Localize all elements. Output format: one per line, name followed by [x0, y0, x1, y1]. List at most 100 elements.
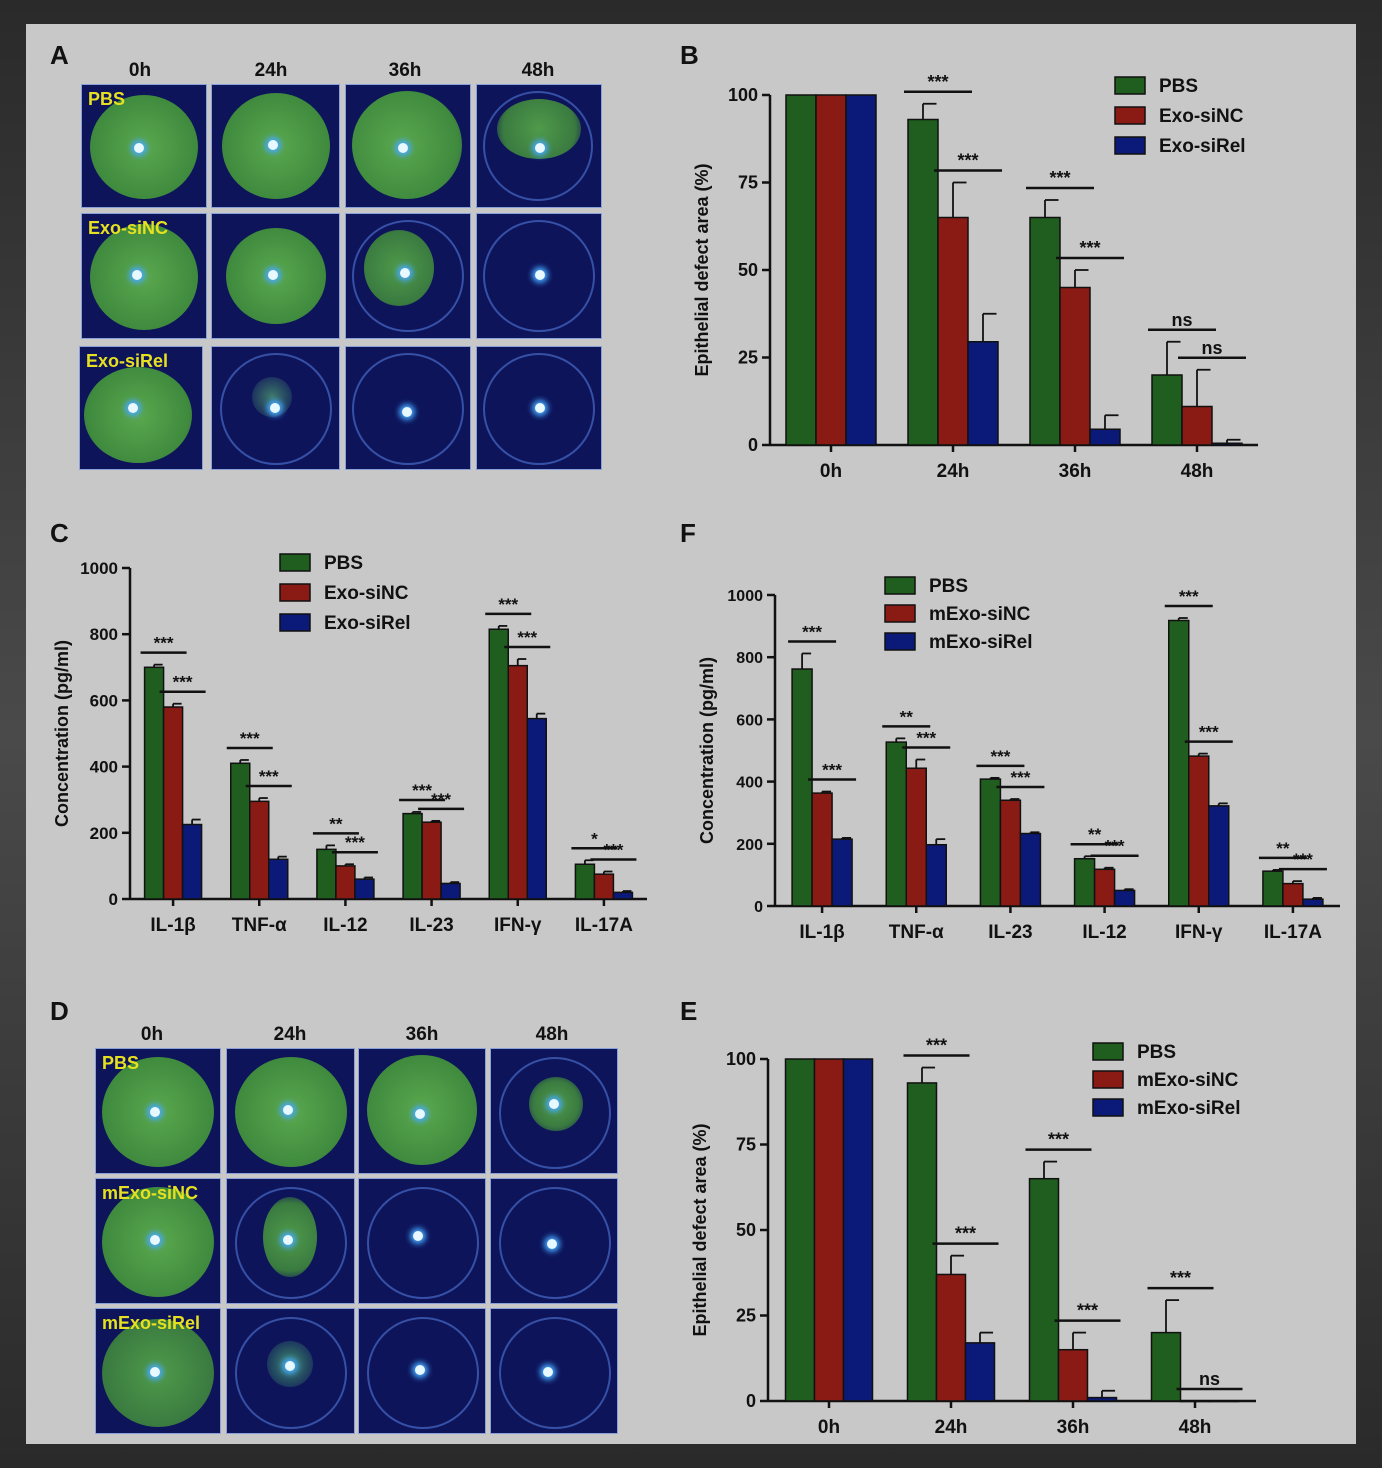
bar — [1168, 619, 1190, 907]
legend-swatch — [884, 632, 916, 651]
legend-swatch — [884, 576, 916, 595]
bar — [811, 792, 833, 907]
panel-label-a: A — [50, 40, 69, 70]
legend-label: mExo-siNC — [929, 604, 1031, 625]
significance-label: *** — [916, 729, 936, 748]
column-header: 48h — [535, 1024, 569, 1045]
significance-label: ** — [329, 814, 343, 833]
significance-label: *** — [927, 72, 948, 92]
significance-label: *** — [154, 634, 174, 653]
bar — [593, 873, 615, 900]
legend-label: PBS — [1159, 76, 1198, 97]
significance-label: *** — [1079, 238, 1100, 258]
bar — [1211, 442, 1243, 446]
bar — [1028, 1177, 1060, 1402]
legend-label: PBS — [929, 576, 968, 597]
panel-label-f: F — [680, 518, 696, 548]
column-header: 24h — [273, 1024, 307, 1045]
significance-label: *** — [1170, 1268, 1191, 1288]
column-header: 48h — [521, 60, 555, 81]
eye-photo — [358, 1178, 486, 1304]
legend-swatch — [279, 613, 311, 632]
bar — [964, 1342, 996, 1402]
chart-f: 0 200 400 600 800 1000 Concentration (pg/ml) IL… — [697, 576, 1340, 943]
y-tick-label: 25 — [736, 1306, 756, 1326]
y-tick-label: 400 — [736, 775, 763, 792]
bar — [162, 706, 184, 900]
bar — [907, 118, 939, 446]
bar — [906, 1082, 938, 1402]
significance-label: *** — [955, 1224, 976, 1244]
y-tick-label: 25 — [738, 348, 758, 368]
x-tick-label: IL-1β — [150, 915, 195, 936]
x-tick-label: IL-17A — [1264, 922, 1322, 943]
significance-label: ** — [900, 707, 914, 726]
y-tick-label: 1000 — [727, 588, 763, 605]
bar — [1057, 1348, 1089, 1402]
bar — [1282, 882, 1304, 907]
eye-photo — [358, 1308, 486, 1434]
significance-label: *** — [517, 628, 537, 647]
bar — [230, 762, 251, 900]
eye-photo — [345, 84, 471, 208]
bar — [1073, 857, 1096, 907]
significance-label: *** — [1048, 1130, 1069, 1150]
row-label: mExo-siNC — [102, 1183, 199, 1203]
bar — [842, 1058, 874, 1402]
eye-photo — [345, 346, 471, 470]
y-tick-label: 1000 — [80, 559, 118, 578]
legend-label: Exo-siRel — [324, 613, 411, 634]
legend-swatch — [279, 553, 311, 572]
significance-label: *** — [1179, 587, 1199, 606]
legend-label: mExo-siRel — [929, 632, 1032, 653]
bar — [1150, 1331, 1182, 1402]
significance-label: *** — [1049, 168, 1070, 188]
x-tick-label: IFN-γ — [1175, 922, 1223, 943]
legend-label: mExo-siRel — [1137, 1098, 1240, 1119]
bar — [1059, 286, 1091, 446]
significance-label: ns — [1199, 1369, 1220, 1389]
bar — [979, 778, 1002, 907]
significance-label: ns — [1201, 338, 1222, 358]
eye-photo: Exo-siNC — [81, 213, 207, 339]
x-tick-label: 36h — [1057, 1417, 1090, 1438]
significance-label: *** — [412, 781, 432, 800]
bar — [507, 664, 528, 900]
x-tick-label: IL-23 — [409, 915, 453, 936]
bar — [1093, 868, 1116, 907]
column-header: 36h — [405, 1024, 439, 1045]
x-tick-label: 36h — [1059, 461, 1092, 482]
bar — [813, 1058, 845, 1402]
chart-b: 0 25 50 75 100 Epithelial defect area (%) 0h 24… — [692, 72, 1258, 482]
eye-photo: PBS — [95, 1048, 221, 1174]
significance-label: *** — [240, 729, 260, 748]
y-tick-label: 600 — [736, 712, 763, 729]
bar — [845, 94, 877, 446]
eye-photo — [226, 1178, 355, 1304]
significance-label: *** — [173, 673, 193, 692]
bar — [1181, 405, 1213, 446]
bar — [488, 628, 509, 900]
bar — [316, 848, 337, 900]
legend-label: Exo-siRel — [1159, 136, 1246, 157]
panel-label-c: C — [50, 518, 69, 548]
bar — [925, 843, 947, 907]
x-tick-label: IL-12 — [323, 915, 367, 936]
legend-swatch — [1092, 1042, 1124, 1061]
legend-swatch — [1114, 106, 1146, 125]
significance-label: *** — [1077, 1301, 1098, 1321]
significance-label: *** — [957, 151, 978, 171]
row-label: mExo-siRel — [102, 1313, 201, 1333]
eye-photo: mExo-siRel — [95, 1308, 221, 1434]
legend-label: mExo-siNC — [1137, 1070, 1239, 1091]
legend-swatch — [279, 583, 311, 602]
y-tick-label: 100 — [728, 85, 758, 105]
y-tick-label: 0 — [109, 890, 118, 909]
bar — [402, 812, 423, 900]
bar — [526, 717, 547, 900]
eye-photo — [226, 1308, 355, 1434]
eye-photo — [490, 1048, 618, 1174]
bar — [1302, 898, 1324, 907]
eye-photo — [358, 1048, 486, 1174]
y-tick-label: 75 — [738, 173, 758, 193]
